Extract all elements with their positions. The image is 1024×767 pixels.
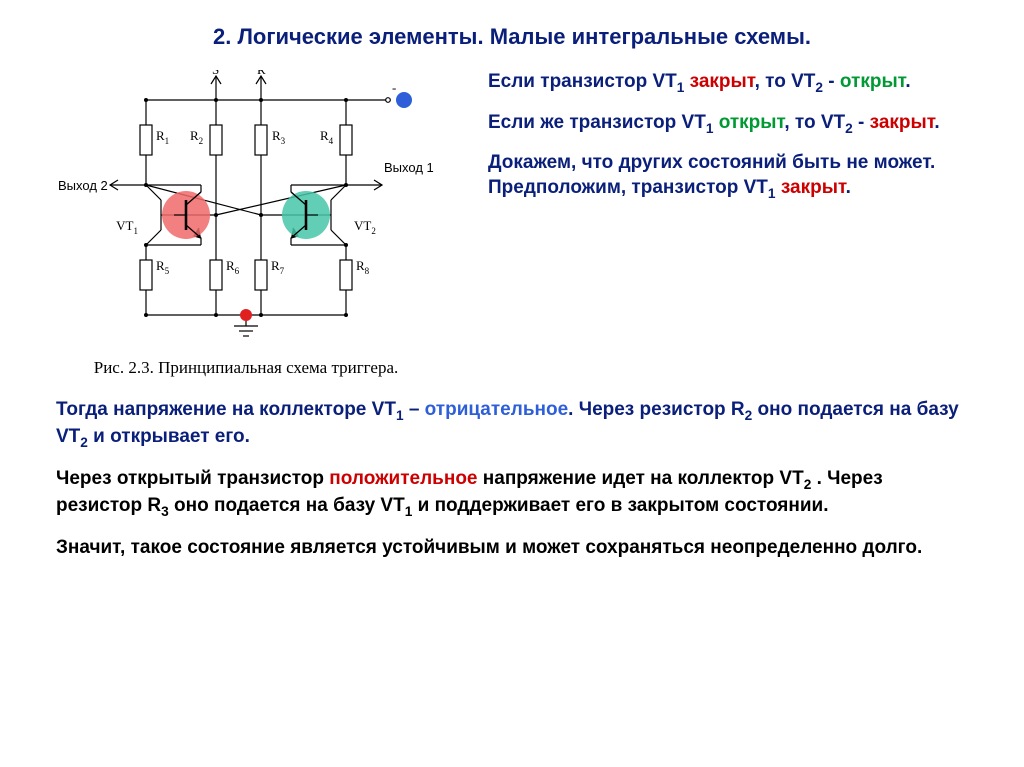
svg-text:R7: R7 [271,258,285,276]
svg-text:S: S [212,70,219,77]
paragraph-3: Значит, такое состояние является устойчи… [56,536,968,561]
paragraph-2: Через открытый транзистор положительное … [56,467,968,520]
svg-text:R5: R5 [156,258,170,276]
svg-text:R4: R4 [320,128,334,146]
note-1: Если транзистор VT1 закрыт, то VT2 - отк… [488,70,968,97]
paragraph-1: Тогда напряжение на коллекторе VT1 – отр… [56,398,968,451]
page-title: 2. Логические элементы. Малые интегральн… [56,24,968,50]
figure-caption: Рис. 2.3. Принципиальная схема триггера. [56,358,436,378]
svg-text:Выход 1: Выход 1 [384,160,434,175]
svg-text:Выход 2: Выход 2 [58,178,108,193]
svg-text:R3: R3 [272,128,286,146]
notes-column: Если транзистор VT1 закрыт, то VT2 - отк… [488,70,968,216]
svg-text:VT1: VT1 [116,218,138,236]
svg-text:R2: R2 [190,128,203,146]
svg-text:R: R [257,70,266,77]
note-2: Если же транзистор VT1 открыт, то VT2 - … [488,111,968,138]
svg-text:VT2: VT2 [354,218,376,236]
trigger-circuit-diagram: S R - R1 R2 R3 R4 R5 R6 R7 R8 VT1 VT2 Вы… [56,70,436,340]
svg-text:R8: R8 [356,258,370,276]
upper-row: S R - R1 R2 R3 R4 R5 R6 R7 R8 VT1 VT2 Вы… [56,70,968,378]
svg-text:R6: R6 [226,258,240,276]
figure-column: S R - R1 R2 R3 R4 R5 R6 R7 R8 VT1 VT2 Вы… [56,70,436,378]
svg-text:-: - [392,80,396,95]
note-3: Докажем, что других состояний быть не мо… [488,151,968,202]
svg-text:R1: R1 [156,128,169,146]
